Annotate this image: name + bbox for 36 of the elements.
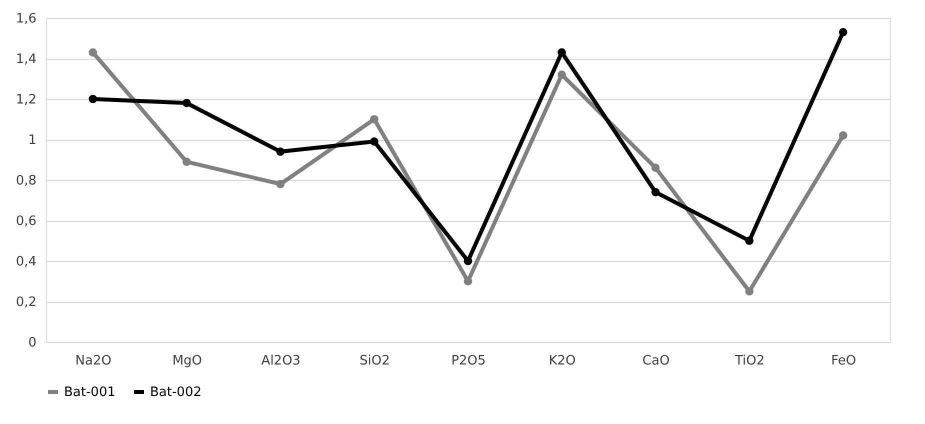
- y-tick-label: 0,4: [16, 254, 36, 270]
- point: [370, 137, 378, 146]
- point: [182, 98, 191, 108]
- point: [464, 256, 472, 266]
- point: [276, 147, 285, 156]
- point: [182, 158, 191, 166]
- x-tick-label: K2O: [548, 354, 576, 368]
- x-tick-label: P2O5: [451, 354, 486, 368]
- point: [838, 28, 848, 36]
- y-tick-label: 1,6: [16, 12, 36, 26]
- y-tick-label: 1,2: [16, 92, 36, 108]
- y-tick-label: 0,2: [16, 295, 36, 310]
- y-tick-label: 1,4: [16, 52, 36, 67]
- x-tick-label: Al2O3: [261, 354, 301, 368]
- point: [651, 164, 660, 172]
- point: [745, 287, 754, 296]
- point: [558, 70, 566, 79]
- y-tick-label: 0,6: [16, 214, 36, 229]
- y-tick-label: 1: [28, 133, 36, 148]
- point: [88, 48, 98, 57]
- point: [651, 188, 660, 196]
- x-tick-label: TiO2: [734, 354, 765, 368]
- y-tick-label: 0,8: [16, 174, 36, 188]
- point: [745, 236, 754, 245]
- y-tick-label: 0: [28, 336, 36, 350]
- x-tick-label: Na2O: [75, 354, 112, 368]
- point: [370, 115, 378, 124]
- point: [276, 180, 285, 188]
- x-tick-label: FeO: [831, 354, 856, 368]
- point: [88, 94, 98, 104]
- x-tick-label: CaO: [642, 354, 670, 368]
- point: [838, 131, 848, 140]
- x-tick-label: MgO: [172, 354, 202, 368]
- legend-label: Bat-001: [64, 385, 116, 400]
- legend-label: Bat-002: [150, 385, 202, 400]
- x-tick-label: SiO2: [360, 354, 390, 368]
